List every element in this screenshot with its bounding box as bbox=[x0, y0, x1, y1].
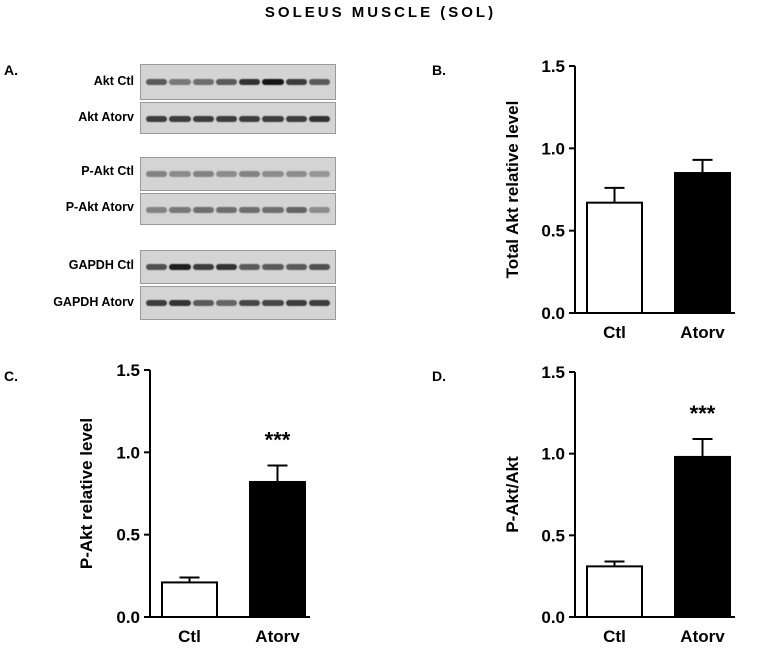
blot-band bbox=[308, 206, 330, 213]
blot-band bbox=[215, 115, 237, 122]
blot-strip-gapdh-atorv bbox=[140, 286, 336, 320]
panel-letter-d: D. bbox=[432, 368, 446, 384]
bar bbox=[586, 201, 643, 315]
y-tick-label: 0.5 bbox=[541, 526, 565, 545]
blot-strip-akt-ctl bbox=[140, 64, 336, 100]
blot-band bbox=[169, 206, 191, 213]
blot-label: Akt Ctl bbox=[93, 74, 134, 88]
blot-band bbox=[308, 264, 330, 271]
y-tick-label: 1.0 bbox=[541, 139, 565, 158]
blot-band bbox=[192, 115, 214, 122]
blot-band bbox=[239, 115, 261, 122]
blot-band bbox=[262, 171, 284, 178]
blot-band bbox=[146, 206, 168, 213]
y-tick-label: 0.0 bbox=[116, 608, 140, 627]
blot-band bbox=[215, 171, 237, 178]
y-tick-label: 0.0 bbox=[541, 608, 565, 627]
x-tick-label: Ctl bbox=[603, 323, 626, 342]
y-axis-label: P-Akt/Akt bbox=[503, 456, 522, 533]
y-axis-label: P-Akt relative level bbox=[77, 418, 96, 569]
blot-band bbox=[146, 300, 168, 307]
blot-band bbox=[215, 206, 237, 213]
blot-band bbox=[146, 79, 168, 86]
bar bbox=[674, 172, 731, 314]
blot-band bbox=[308, 115, 330, 122]
blot-band bbox=[146, 171, 168, 178]
blot-band bbox=[146, 115, 168, 122]
blot-band bbox=[308, 79, 330, 86]
blot-band bbox=[192, 171, 214, 178]
blot-band bbox=[285, 115, 307, 122]
blot-band bbox=[239, 264, 261, 271]
figure-title: SOLEUS MUSCLE (SOL) bbox=[264, 4, 497, 21]
x-tick-label: Ctl bbox=[603, 627, 626, 646]
blot-band bbox=[169, 300, 191, 307]
blot-band bbox=[262, 115, 284, 122]
blot-band bbox=[285, 171, 307, 178]
y-tick-label: 1.0 bbox=[116, 443, 140, 462]
x-tick-label: Ctl bbox=[178, 627, 201, 646]
blot-band bbox=[285, 79, 307, 86]
blot-strip-p-akt-atorv bbox=[140, 193, 336, 225]
panel-letter-a: A. bbox=[4, 62, 18, 78]
blot-band bbox=[192, 264, 214, 271]
blot-band bbox=[239, 79, 261, 86]
x-tick-label: Atorv bbox=[255, 627, 300, 646]
blot-band bbox=[285, 300, 307, 307]
blot-band bbox=[192, 300, 214, 307]
bar bbox=[586, 565, 643, 618]
blot-band bbox=[308, 300, 330, 307]
blot-band bbox=[192, 206, 214, 213]
blot-band bbox=[192, 79, 214, 86]
blot-band bbox=[285, 206, 307, 213]
blot-strip-p-akt-ctl bbox=[140, 157, 336, 191]
x-tick-label: Atorv bbox=[680, 323, 725, 342]
y-tick-label: 1.5 bbox=[541, 57, 565, 76]
blot-band bbox=[169, 115, 191, 122]
blot-strip-akt-atorv bbox=[140, 102, 336, 134]
blot-band bbox=[308, 171, 330, 178]
blot-label: P-Akt Atorv bbox=[65, 200, 134, 214]
y-tick-label: 1.5 bbox=[541, 363, 565, 382]
blot-label: Akt Atorv bbox=[78, 110, 134, 124]
blot-band bbox=[169, 264, 191, 271]
blot-band bbox=[262, 79, 284, 86]
y-tick-label: 1.0 bbox=[541, 445, 565, 464]
blot-band bbox=[215, 79, 237, 86]
panel-letter-c: C. bbox=[4, 368, 18, 384]
y-tick-label: 0.5 bbox=[541, 222, 565, 241]
y-tick-label: 1.5 bbox=[116, 361, 140, 380]
panel-letter-b: B. bbox=[432, 62, 446, 78]
y-axis-label: Total Akt relative level bbox=[503, 101, 522, 279]
blot-band bbox=[262, 300, 284, 307]
blot-band bbox=[239, 171, 261, 178]
significance-annotation: *** bbox=[690, 401, 716, 426]
bar bbox=[674, 455, 731, 618]
blot-band bbox=[146, 264, 168, 271]
blot-band bbox=[285, 264, 307, 271]
blot-strip-gapdh-ctl bbox=[140, 250, 336, 284]
y-tick-label: 0.0 bbox=[541, 304, 565, 323]
bar bbox=[161, 581, 218, 618]
y-tick-label: 0.5 bbox=[116, 526, 140, 545]
blot-band bbox=[262, 264, 284, 271]
bar bbox=[249, 480, 306, 618]
blot-band bbox=[215, 300, 237, 307]
blot-label: GAPDH Atorv bbox=[53, 295, 134, 309]
x-tick-label: Atorv bbox=[680, 627, 725, 646]
blot-band bbox=[262, 206, 284, 213]
blot-label: P-Akt Ctl bbox=[81, 164, 134, 178]
blot-band bbox=[169, 171, 191, 178]
significance-annotation: *** bbox=[265, 428, 291, 453]
blot-band bbox=[239, 206, 261, 213]
blot-band bbox=[169, 79, 191, 86]
blot-band bbox=[215, 264, 237, 271]
blot-band bbox=[239, 300, 261, 307]
blot-label: GAPDH Ctl bbox=[68, 258, 134, 272]
